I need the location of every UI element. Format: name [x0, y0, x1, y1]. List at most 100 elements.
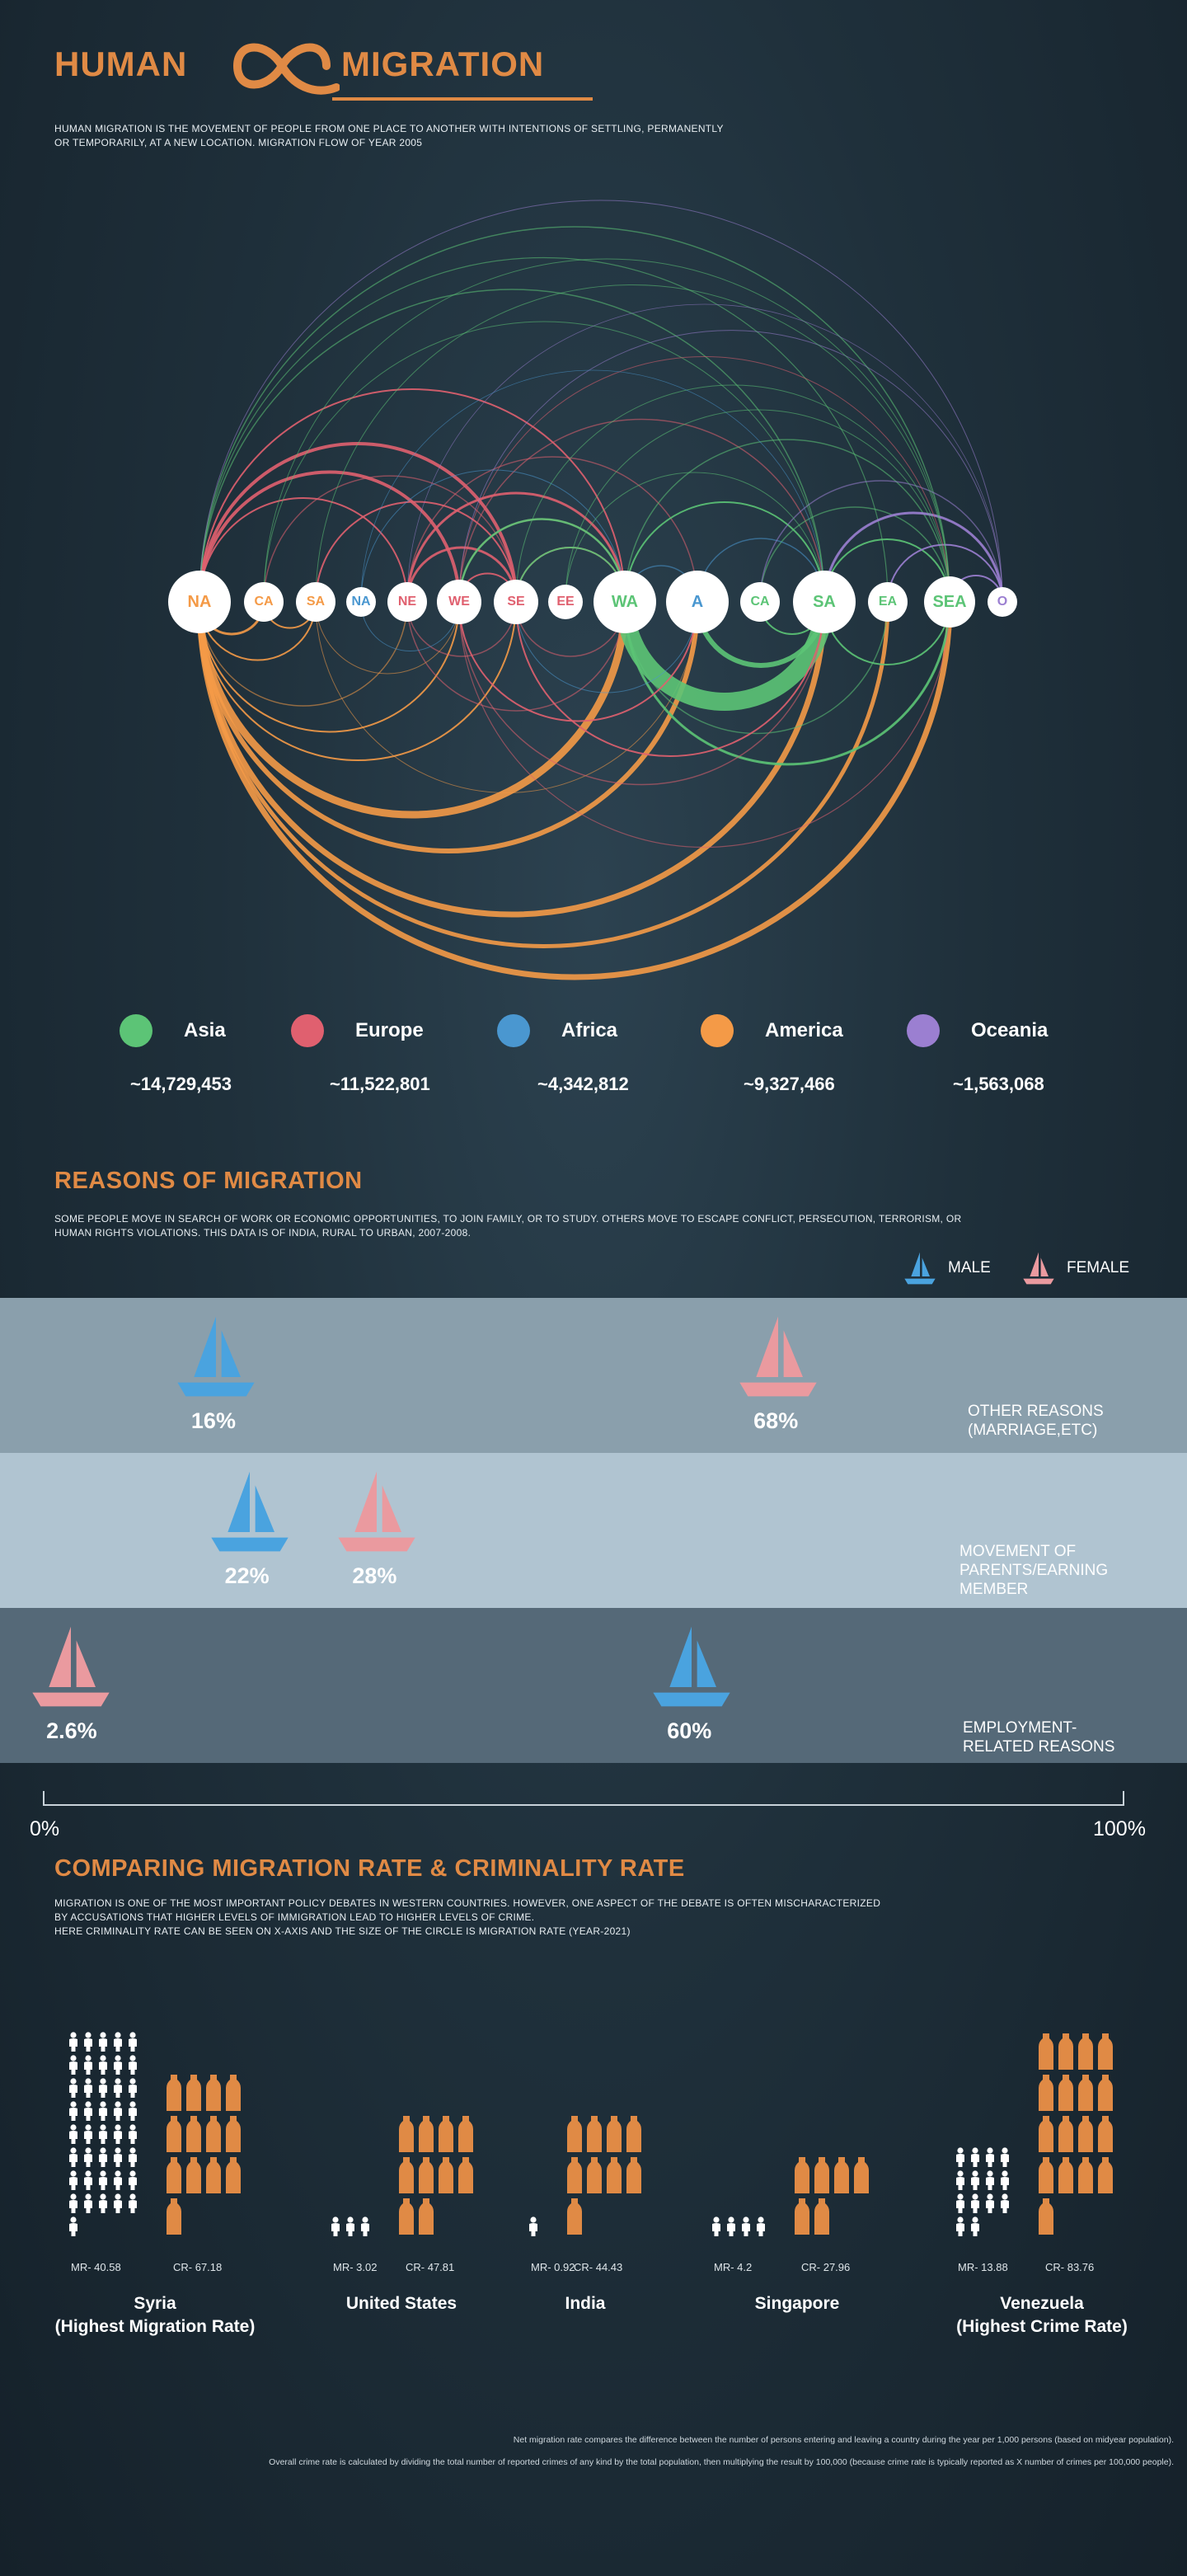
migration-arc [458, 356, 950, 603]
person-icon [359, 2216, 371, 2236]
migration-arc [263, 258, 950, 603]
crime-bottle-icon [834, 2157, 849, 2193]
crime-bottle-icon [186, 2157, 201, 2193]
female-boat-mark [739, 1316, 817, 1397]
crime-bottle-grid [1039, 2033, 1113, 2235]
migration-arc [624, 439, 950, 603]
migration-people-grid [68, 2032, 138, 2236]
person-icon [755, 2216, 767, 2236]
header-description: HUMAN MIGRATION IS THE MOVEMENT OF PEOPL… [54, 123, 724, 148]
migration-arc [315, 284, 950, 603]
legend-male-label: MALE [948, 1259, 991, 1276]
region-node: SEA [924, 576, 975, 628]
country-note: (Highest Migration Rate) [54, 2317, 256, 2336]
migration-arc [406, 601, 517, 657]
crime-bottle-icon [419, 2116, 434, 2152]
legend-label: Europe [355, 1019, 424, 1041]
female-boat-mark [338, 1471, 416, 1552]
person-icon [97, 2078, 109, 2098]
person-icon [112, 2032, 124, 2052]
migration-arc [624, 501, 825, 603]
region-node: A [666, 571, 729, 633]
migration-arc [458, 418, 825, 603]
female-boat-mark-label: 28% [352, 1563, 397, 1588]
title-left: HUMAN [54, 45, 188, 83]
migration-arc [616, 601, 833, 711]
person-icon [97, 2124, 109, 2144]
crime-bottle-icon [795, 2157, 809, 2193]
person-icon [984, 2147, 996, 2167]
reasons-title: REASONS OF MIGRATION [54, 1168, 363, 1194]
region-node: CA [740, 582, 780, 622]
female-boat-mark [32, 1626, 110, 1707]
region-node: SE [494, 580, 538, 624]
crime-desc-1: MIGRATION IS ONE OF THE MOST IMPORTANT P… [54, 1897, 881, 1909]
crime-rate-label: CR- 83.76 [1045, 2261, 1095, 2273]
crime-bottle-icon [458, 2116, 473, 2152]
person-icon [725, 2216, 737, 2236]
migration-arc [315, 501, 517, 603]
reason-label-3b: RELATED REASONS [963, 1738, 1115, 1756]
person-icon [112, 2078, 124, 2098]
male-boat-mark [210, 1471, 289, 1552]
reason-band-3 [0, 1608, 1187, 1763]
country-name: Syria (Highest Migration Rate) [23, 2292, 287, 2339]
crime-bottle-icon [1039, 2033, 1053, 2070]
migration-arc [759, 480, 1003, 603]
migration-arc [457, 518, 626, 603]
crime-bottle-icon [419, 2157, 434, 2193]
legend-dot [497, 1014, 530, 1047]
legend-male: MALE [903, 1250, 991, 1286]
crime-bottle-icon [1078, 2033, 1093, 2070]
crime-bottle-icon [1058, 2075, 1073, 2111]
crime-bottle-icon [1098, 2075, 1113, 2111]
person-icon [955, 2147, 966, 2167]
crime-bottle-icon [439, 2157, 453, 2193]
crime-bottle-icon [1058, 2033, 1073, 2070]
legend-item-africa: Africa [497, 1014, 617, 1047]
crime-bottle-icon [399, 2198, 414, 2235]
migration-arc [515, 601, 698, 693]
crime-bottle-icon [226, 2157, 241, 2193]
migration-arc [315, 601, 460, 675]
legend-total: ~4,342,812 [537, 1074, 629, 1094]
migration-arc [623, 601, 951, 766]
person-icon [112, 2124, 124, 2144]
crime-bottle-icon [419, 2198, 434, 2235]
person-icon [97, 2032, 109, 2052]
region-node: O [988, 587, 1017, 617]
country-name: India [453, 2292, 717, 2315]
person-icon [999, 2193, 1011, 2213]
migration-arc [360, 469, 626, 603]
person-icon [345, 2216, 356, 2236]
crime-bottle-icon [1058, 2116, 1073, 2152]
region-node: SA [296, 582, 335, 622]
reason-label-2a: MOVEMENT OF [959, 1543, 1077, 1560]
migration-rate-label: MR- 40.58 [71, 2261, 121, 2273]
crime-bottle-icon [399, 2116, 414, 2152]
person-icon [82, 2055, 94, 2075]
crime-bottle-icon [814, 2198, 829, 2235]
person-icon [999, 2170, 1011, 2190]
crime-bottle-icon [458, 2157, 473, 2193]
country-note: (Highest Crime Rate) [956, 2317, 1128, 2336]
crime-bottle-icon [167, 2157, 181, 2193]
legend-label: America [765, 1019, 843, 1041]
crime-bottle-icon [1078, 2157, 1093, 2193]
person-icon [97, 2170, 109, 2190]
country-title: India [565, 2294, 606, 2313]
person-icon [82, 2101, 94, 2121]
migration-arc [199, 497, 408, 603]
person-icon [999, 2147, 1011, 2167]
migration-arc [406, 546, 518, 603]
migration-arc [263, 475, 517, 603]
person-icon [68, 2101, 79, 2121]
person-icon [97, 2147, 109, 2167]
migration-arc [197, 601, 890, 948]
reason-label-2c: MEMBER [959, 1581, 1029, 1598]
person-icon [68, 2170, 79, 2190]
migration-arc [406, 303, 1003, 603]
male-boat-mark-label: 60% [667, 1718, 712, 1743]
crime-rate-label: CR- 67.18 [173, 2261, 223, 2273]
crime-bottle-icon [226, 2116, 241, 2152]
